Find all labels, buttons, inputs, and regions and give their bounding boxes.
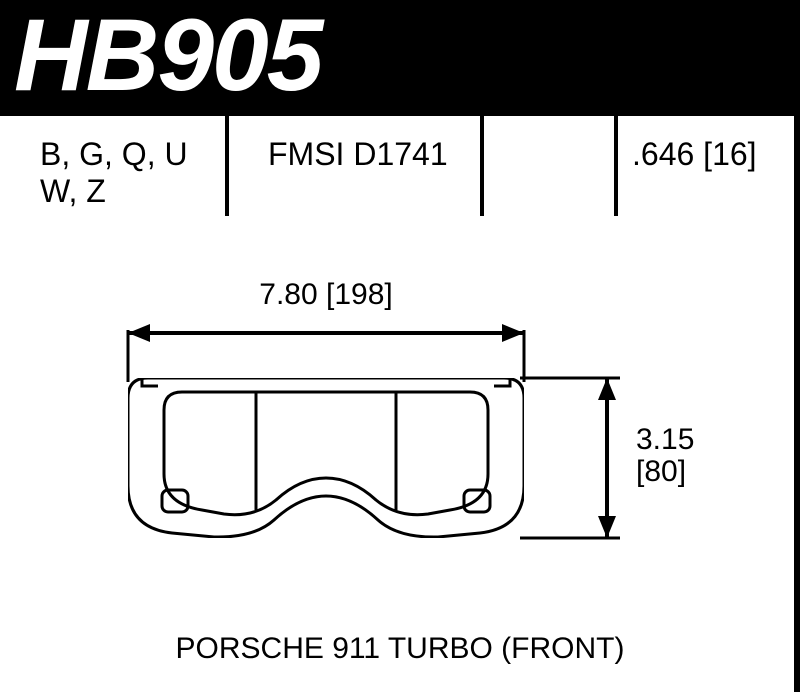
- part-number: HB905: [14, 0, 322, 114]
- height-extension-lines: [520, 378, 620, 538]
- compound-codes-line2: W, Z: [40, 173, 188, 210]
- header-bar: HB905: [0, 0, 800, 110]
- spec-divider-2: [480, 116, 484, 216]
- height-dimension-mm: [80]: [636, 456, 694, 488]
- width-dimension-label: 7.80 [198]: [128, 278, 524, 312]
- application-label: PORSCHE 911 TURBO (FRONT): [0, 632, 800, 666]
- height-dimension-label: 3.15 [80]: [636, 424, 694, 487]
- height-dimension-inches: 3.15: [636, 424, 694, 456]
- thickness-value: .646 [16]: [632, 136, 757, 173]
- compound-codes: B, G, Q, U W, Z: [40, 136, 188, 210]
- spec-row: B, G, Q, U W, Z FMSI D1741 .646 [16]: [30, 128, 780, 208]
- compound-codes-line1: B, G, Q, U: [40, 136, 188, 173]
- fmsi-code: FMSI D1741: [268, 136, 448, 173]
- frame-top-rule: [0, 110, 800, 116]
- brake-pad-drawing: [128, 378, 524, 538]
- frame-right-rule: [794, 0, 800, 692]
- spec-divider-3: [614, 116, 618, 216]
- spec-divider-1: [225, 116, 229, 216]
